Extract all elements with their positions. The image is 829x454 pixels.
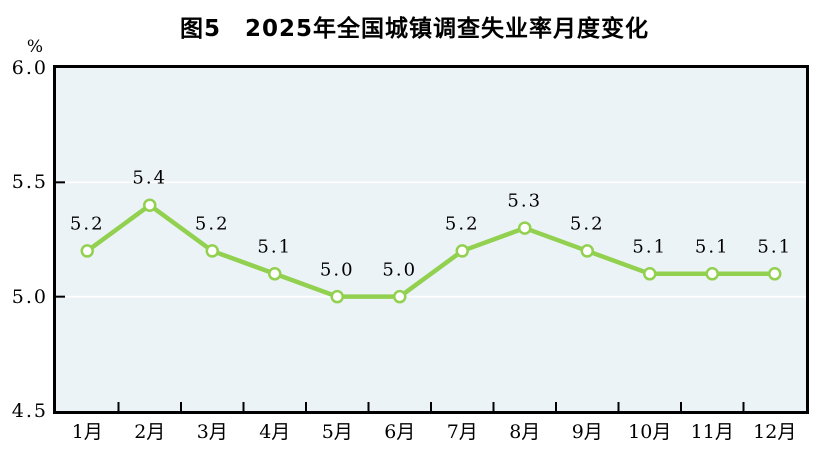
chart-canvas bbox=[56, 68, 806, 411]
data-point-marker bbox=[268, 267, 282, 281]
data-point-marker bbox=[643, 267, 657, 281]
series-line bbox=[85, 202, 777, 299]
data-point-marker bbox=[705, 267, 719, 281]
y-axis-label: 4.5 bbox=[11, 400, 48, 422]
x-axis-label: 2月 bbox=[134, 421, 166, 443]
plot-area: 5.2 5.4 5.2 5.1 5.0 5.0 5.2 5.3 5.2 5.1 5.1 5.1 bbox=[53, 65, 809, 414]
data-point-marker bbox=[143, 198, 157, 212]
data-point-marker bbox=[455, 244, 469, 258]
data-point-marker bbox=[205, 244, 219, 258]
plot-background bbox=[56, 68, 806, 411]
x-axis-label: 6月 bbox=[384, 421, 416, 443]
y-axis-unit-label: % bbox=[26, 37, 44, 57]
data-point-marker bbox=[393, 289, 407, 304]
x-axis-label: 9月 bbox=[571, 421, 603, 443]
x-axis-label: 7月 bbox=[446, 421, 478, 443]
chart-title: 图5 2025年全国城镇调查失业率月度变化 bbox=[179, 16, 650, 42]
data-point-marker bbox=[518, 221, 532, 235]
y-axis-label: 6.0 bbox=[11, 57, 48, 79]
x-axis-label: 12月 bbox=[753, 421, 797, 443]
x-axis-label: 4月 bbox=[259, 421, 291, 443]
y-axis-label: 5.5 bbox=[11, 171, 48, 194]
x-axis-label: 5月 bbox=[321, 421, 353, 443]
data-point-marker bbox=[80, 244, 94, 258]
x-axis-label: 1月 bbox=[71, 421, 103, 443]
y-axis-label: 5.0 bbox=[11, 285, 48, 308]
x-axis-label: 8月 bbox=[509, 421, 541, 443]
x-axis-label: 3月 bbox=[196, 421, 228, 443]
data-point-marker bbox=[768, 267, 782, 281]
data-point-marker bbox=[580, 244, 594, 258]
x-axis-label: 10月 bbox=[628, 421, 672, 443]
x-axis-label: 11月 bbox=[690, 421, 734, 443]
data-point-marker bbox=[330, 289, 344, 304]
